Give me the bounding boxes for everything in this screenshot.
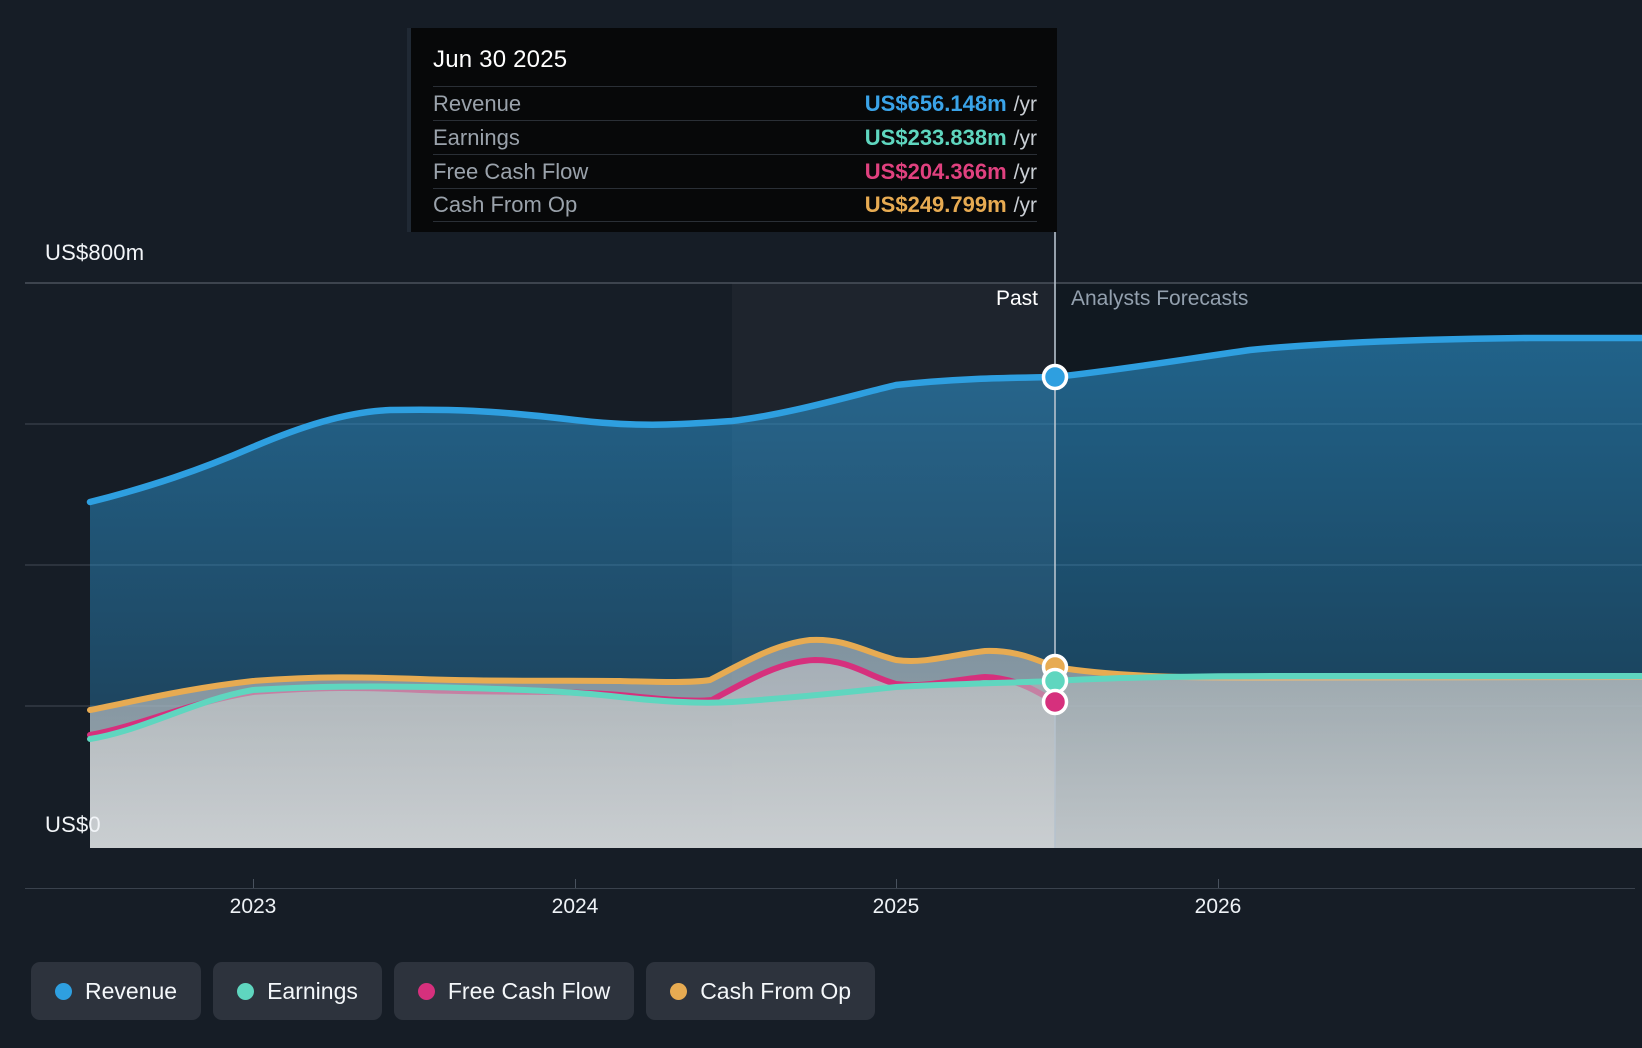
legend-color-dot-icon: [417, 982, 435, 1000]
x-axis-tick: [253, 879, 254, 888]
legend-item-revenue[interactable]: Revenue: [31, 962, 202, 1020]
legend-item-cash-from-op[interactable]: Cash From Op: [646, 962, 876, 1020]
x-axis-tick: [575, 879, 576, 888]
legend-color-dot-icon: [237, 982, 255, 1000]
tooltip-value-group: US$204.366m/yr: [865, 159, 1037, 185]
tooltip-metric-label: Revenue: [433, 90, 522, 116]
tooltip-metric-label: Earnings: [433, 124, 520, 150]
x-axis-label-2023: 2023: [229, 895, 277, 918]
x-axis-tick: [896, 879, 897, 888]
data-tooltip: Jun 30 2025 Revenue US$656.148m/yr Earning…: [407, 28, 1057, 232]
tooltip-metric-value: US$233.838m: [864, 124, 1007, 150]
chart-plot-area: US$800m US$0 Past Analysts Forecasts: [25, 225, 1642, 848]
tooltip-value-group: US$249.799m/yr: [865, 192, 1037, 218]
earnings-area: [90, 676, 1642, 848]
legend-item-label: Free Cash Flow: [447, 977, 611, 1004]
legend-color-dot-icon: [670, 982, 688, 1000]
tooltip-row: Revenue US$656.148m/yr: [433, 86, 1037, 120]
tooltip-metric-value: US$204.366m: [864, 158, 1007, 184]
tooltip-value-group: US$233.838m/yr: [865, 125, 1037, 151]
tooltip-metric-unit: /yr: [1013, 92, 1037, 116]
chart-legend: Revenue Earnings Free Cash Flow Cash From O…: [31, 962, 876, 1020]
tooltip-rows: Revenue US$656.148m/yr Earnings US$233.838m…: [433, 86, 1037, 222]
tooltip-row: Earnings US$233.838m/yr: [433, 120, 1037, 154]
marker-free-cash-flow[interactable]: [1041, 688, 1069, 716]
past-region-label: Past: [996, 287, 1039, 310]
legend-color-dot-icon: [55, 982, 72, 1000]
forecast-region-label: Analysts Forecasts: [1071, 287, 1249, 310]
legend-item-label: Cash From Op: [700, 977, 852, 1004]
tooltip-metric-unit: /yr: [1013, 126, 1037, 150]
marker-revenue[interactable]: [1041, 363, 1069, 391]
tooltip-metric-label: Free Cash Flow: [433, 158, 589, 184]
x-axis-label-2024: 2024: [551, 895, 599, 918]
tooltip-row: Free Cash Flow US$204.366m/yr: [433, 154, 1037, 188]
legend-item-label: Revenue: [85, 977, 178, 1004]
x-axis-label-2025: 2025: [872, 895, 920, 918]
tooltip-metric-unit: /yr: [1013, 194, 1037, 217]
tooltip-date: Jun 30 2025: [433, 46, 568, 73]
y-axis-zero-label: US$0: [45, 812, 101, 837]
tooltip-value-group: US$656.148m/yr: [865, 91, 1037, 117]
tooltip-row: Cash From Op US$249.799m/yr: [433, 188, 1037, 222]
tooltip-metric-label: Cash From Op: [433, 192, 578, 217]
tooltip-metric-value: US$656.148m: [864, 90, 1007, 116]
legend-item-free-cash-flow[interactable]: Free Cash Flow: [393, 962, 635, 1020]
x-axis-label-2026: 2026: [1194, 895, 1242, 918]
chart-svg: [25, 225, 1642, 848]
x-axis-tick: [1218, 879, 1219, 888]
tooltip-metric-value: US$249.799m: [864, 192, 1007, 217]
y-axis-top-label: US$800m: [45, 240, 145, 265]
revenue-line: [86, 334, 1642, 506]
legend-item-earnings[interactable]: Earnings: [213, 962, 382, 1020]
legend-item-label: Earnings: [267, 977, 358, 1004]
tooltip-metric-unit: /yr: [1013, 160, 1037, 184]
earnings-line: [87, 672, 1642, 742]
x-axis-line: [25, 888, 1635, 889]
